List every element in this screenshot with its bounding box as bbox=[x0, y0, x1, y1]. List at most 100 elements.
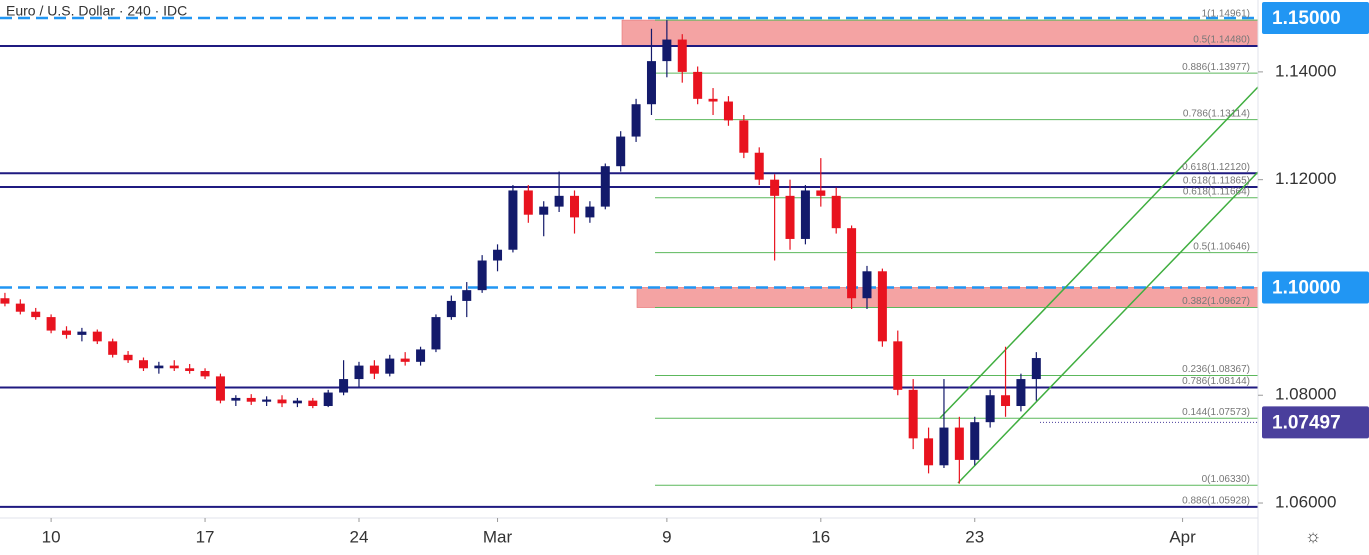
candle-body bbox=[770, 179, 780, 196]
channel-lower bbox=[957, 171, 1259, 484]
candle-body bbox=[462, 290, 472, 301]
candle-body bbox=[908, 389, 918, 439]
candle-body bbox=[400, 358, 410, 362]
x-tick-label: 23 bbox=[965, 527, 984, 546]
candle-body bbox=[585, 206, 595, 218]
candle-body bbox=[939, 427, 949, 466]
candle-body bbox=[677, 39, 687, 72]
channel-upper bbox=[939, 86, 1259, 419]
candle-body bbox=[292, 400, 302, 404]
candle-body bbox=[308, 400, 318, 407]
candle-body bbox=[893, 341, 903, 390]
candle-body bbox=[46, 317, 56, 331]
zone bbox=[636, 287, 1259, 308]
fib-label: 0.618(1.12120) bbox=[1182, 162, 1250, 173]
x-tick-label: 9 bbox=[662, 527, 671, 546]
fib-label: 0.786(1.13114) bbox=[1183, 108, 1250, 119]
candle-body bbox=[631, 104, 641, 137]
fib-label: 0.786(1.08144) bbox=[1182, 376, 1250, 387]
settings-icon[interactable]: ☼ bbox=[1305, 526, 1322, 546]
fib-label: 0.382(1.09627) bbox=[1182, 296, 1250, 307]
candle-body bbox=[523, 190, 533, 215]
candle-body bbox=[1016, 379, 1026, 407]
candle-body bbox=[323, 392, 333, 407]
candle-body bbox=[739, 120, 749, 153]
candle-body bbox=[92, 331, 102, 342]
key-level-label: 1.10000 bbox=[1272, 277, 1341, 298]
key-level-box bbox=[1262, 1, 1369, 34]
candle-body bbox=[31, 311, 41, 318]
fib-label: 0.5(1.10646) bbox=[1193, 241, 1250, 252]
candle-body bbox=[831, 195, 841, 229]
candle-body bbox=[924, 438, 934, 466]
candle-body bbox=[708, 98, 718, 102]
candle-body bbox=[1001, 395, 1011, 407]
fib-label: 0(1.06330) bbox=[1202, 474, 1250, 485]
candle-body bbox=[62, 330, 72, 335]
candle-body bbox=[416, 349, 426, 362]
candle-body bbox=[723, 101, 733, 121]
candle-body bbox=[231, 397, 241, 401]
fib-label: 0.618(1.11664) bbox=[1183, 186, 1250, 197]
candle-body bbox=[277, 399, 287, 404]
candle-body bbox=[369, 365, 379, 374]
candle-body bbox=[446, 300, 456, 318]
last-price-box bbox=[1262, 406, 1369, 439]
y-tick-label: 1.14000 bbox=[1275, 61, 1336, 80]
candle-body bbox=[339, 379, 349, 393]
candle-body bbox=[877, 271, 887, 342]
candle-body bbox=[508, 190, 518, 250]
y-tick-label: 1.06000 bbox=[1275, 493, 1336, 512]
candle-body bbox=[539, 206, 549, 215]
last-price-label: 1.07497 bbox=[1272, 412, 1341, 433]
candle-body bbox=[1031, 358, 1041, 380]
x-tick-label: 17 bbox=[196, 527, 215, 546]
candle-body bbox=[493, 249, 503, 261]
candle-body bbox=[985, 395, 995, 423]
candle-body bbox=[215, 376, 225, 401]
candle-body bbox=[123, 354, 133, 361]
candle-body bbox=[847, 228, 857, 299]
candle-body bbox=[246, 397, 256, 402]
fib-label: 0.618(1.11865) bbox=[1183, 176, 1250, 187]
candle-body bbox=[954, 427, 964, 460]
candle-body bbox=[354, 365, 364, 380]
candle-body bbox=[862, 271, 872, 299]
candle-body bbox=[108, 341, 118, 355]
candle-body bbox=[200, 370, 210, 377]
x-tick-label: Mar bbox=[483, 527, 513, 546]
fib-label: 0.236(1.08367) bbox=[1182, 364, 1250, 375]
y-tick-label: 1.08000 bbox=[1275, 385, 1336, 404]
fib-label: 0.886(1.05928) bbox=[1182, 496, 1250, 507]
fib-label: 1(1.14961) bbox=[1202, 9, 1250, 20]
key-level-box bbox=[1262, 271, 1369, 304]
key-level-label: 1.15000 bbox=[1272, 8, 1341, 29]
candle-body bbox=[477, 260, 487, 291]
candle-body bbox=[646, 61, 656, 105]
candle-body bbox=[970, 422, 980, 460]
chart-title: Euro / U.S. Dollar · 240 · IDC bbox=[6, 3, 187, 19]
candle-body bbox=[154, 365, 164, 369]
x-tick-label: 16 bbox=[811, 527, 830, 546]
candle-body bbox=[431, 317, 441, 350]
candle-body bbox=[785, 195, 795, 239]
candle-body bbox=[693, 71, 703, 99]
x-tick-label: 24 bbox=[350, 527, 369, 546]
candle-body bbox=[138, 360, 148, 369]
candle-body bbox=[185, 368, 195, 371]
candle-body bbox=[0, 298, 10, 304]
candle-body bbox=[662, 39, 672, 62]
fib-label: 0.144(1.07573) bbox=[1182, 407, 1250, 418]
x-tick-label: Apr bbox=[1169, 527, 1196, 546]
candle-body bbox=[570, 195, 580, 218]
candle-body bbox=[15, 303, 25, 312]
x-tick-label: 10 bbox=[42, 527, 61, 546]
candle-body bbox=[262, 399, 272, 402]
zone bbox=[621, 19, 1259, 47]
candle-body bbox=[554, 195, 564, 207]
candle-body bbox=[800, 190, 810, 239]
candle-body bbox=[385, 358, 395, 374]
candle-body bbox=[754, 152, 764, 180]
fib-label: 0.886(1.13977) bbox=[1182, 62, 1250, 73]
